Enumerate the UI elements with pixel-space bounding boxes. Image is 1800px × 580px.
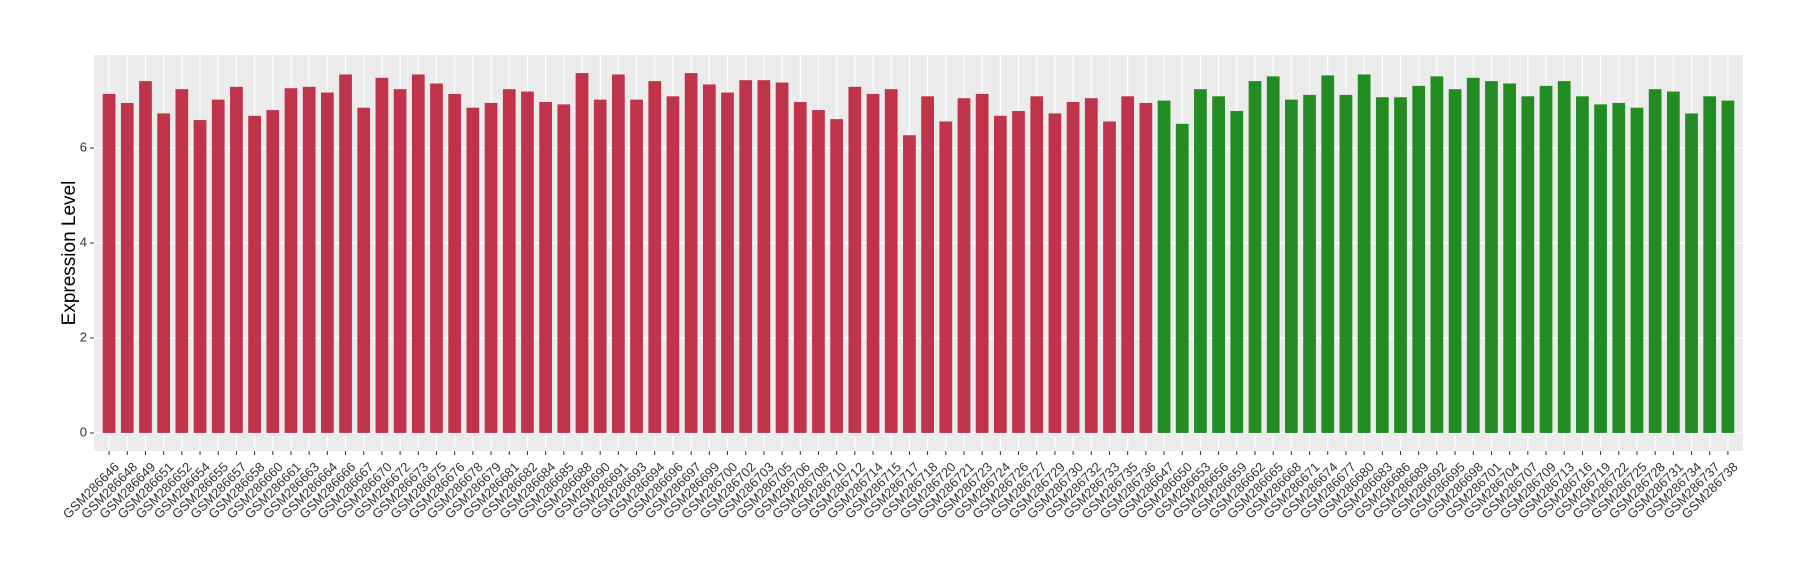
bar [502, 89, 516, 433]
bar [1103, 121, 1116, 433]
bar [684, 73, 698, 433]
bar [1139, 102, 1153, 433]
bar [702, 84, 716, 433]
bar [1175, 123, 1189, 433]
bar [1157, 100, 1171, 433]
bar [1612, 102, 1626, 433]
bar [1357, 74, 1371, 433]
bar [1485, 81, 1498, 433]
bar [830, 119, 844, 433]
bar [302, 86, 316, 433]
bar [211, 99, 225, 433]
bar [393, 89, 407, 433]
bar [848, 86, 862, 433]
bar [1539, 85, 1553, 433]
bar [1084, 98, 1098, 433]
bar [375, 77, 389, 433]
bar [175, 89, 189, 433]
bar [1212, 96, 1225, 433]
bar [157, 113, 171, 433]
y-tick-label: 2 [80, 329, 87, 344]
y-axis-label: Expression Level [59, 181, 80, 326]
bar [575, 73, 589, 433]
bar [866, 93, 880, 433]
bar [1048, 113, 1062, 433]
bar [630, 99, 643, 433]
bar [721, 92, 734, 433]
bar [430, 83, 443, 433]
bar [1685, 113, 1698, 433]
bar [339, 74, 352, 433]
bar [357, 107, 371, 433]
bar [1466, 77, 1480, 433]
bar [903, 135, 916, 433]
bar [812, 110, 825, 433]
bar [193, 120, 207, 433]
bar [993, 115, 1007, 433]
bar [266, 110, 280, 433]
bar [1721, 100, 1735, 433]
bar [793, 102, 807, 433]
bar [230, 86, 243, 433]
bar [1012, 111, 1025, 433]
bar [557, 104, 571, 433]
bar [284, 88, 298, 433]
bar [1394, 97, 1407, 433]
bar [975, 93, 989, 433]
bar [1066, 102, 1080, 433]
bar [921, 96, 934, 433]
bar [1521, 96, 1535, 433]
bar [1594, 104, 1607, 433]
bar [1430, 76, 1444, 433]
bar [1230, 111, 1244, 433]
bar [666, 96, 680, 433]
bar [320, 92, 334, 433]
bar [1375, 97, 1389, 433]
bar [1121, 96, 1135, 433]
bar [466, 107, 480, 433]
y-tick-label: 4 [80, 234, 87, 249]
bar [539, 102, 552, 433]
bar [521, 91, 534, 433]
bar [1285, 99, 1298, 433]
bar [1666, 91, 1680, 433]
bar [248, 115, 261, 433]
bar [1194, 89, 1207, 433]
bar [1703, 96, 1717, 433]
bar [1448, 89, 1462, 433]
bar [757, 80, 771, 433]
bar [1030, 96, 1044, 433]
bar [411, 74, 425, 433]
bar [1303, 94, 1316, 433]
bar [1557, 81, 1571, 433]
bar [739, 80, 753, 433]
bar [612, 74, 625, 433]
bar [1248, 81, 1262, 433]
y-tick-label: 6 [80, 140, 87, 155]
bar [1630, 107, 1644, 433]
bar [102, 93, 116, 433]
bar [593, 99, 607, 433]
bar [1266, 76, 1280, 433]
bar [1321, 75, 1335, 433]
bar [484, 102, 498, 433]
bar [448, 93, 462, 433]
bar [1648, 89, 1662, 433]
bar [1412, 85, 1426, 433]
bar [775, 82, 789, 433]
y-tick-label: 0 [80, 424, 87, 439]
bar [1576, 96, 1589, 433]
bar [139, 81, 152, 433]
bar [120, 102, 134, 433]
bar [939, 121, 953, 433]
bar [1339, 94, 1353, 433]
bar [884, 89, 898, 433]
bar [648, 81, 662, 433]
bar [957, 98, 971, 433]
bar [1503, 83, 1517, 433]
